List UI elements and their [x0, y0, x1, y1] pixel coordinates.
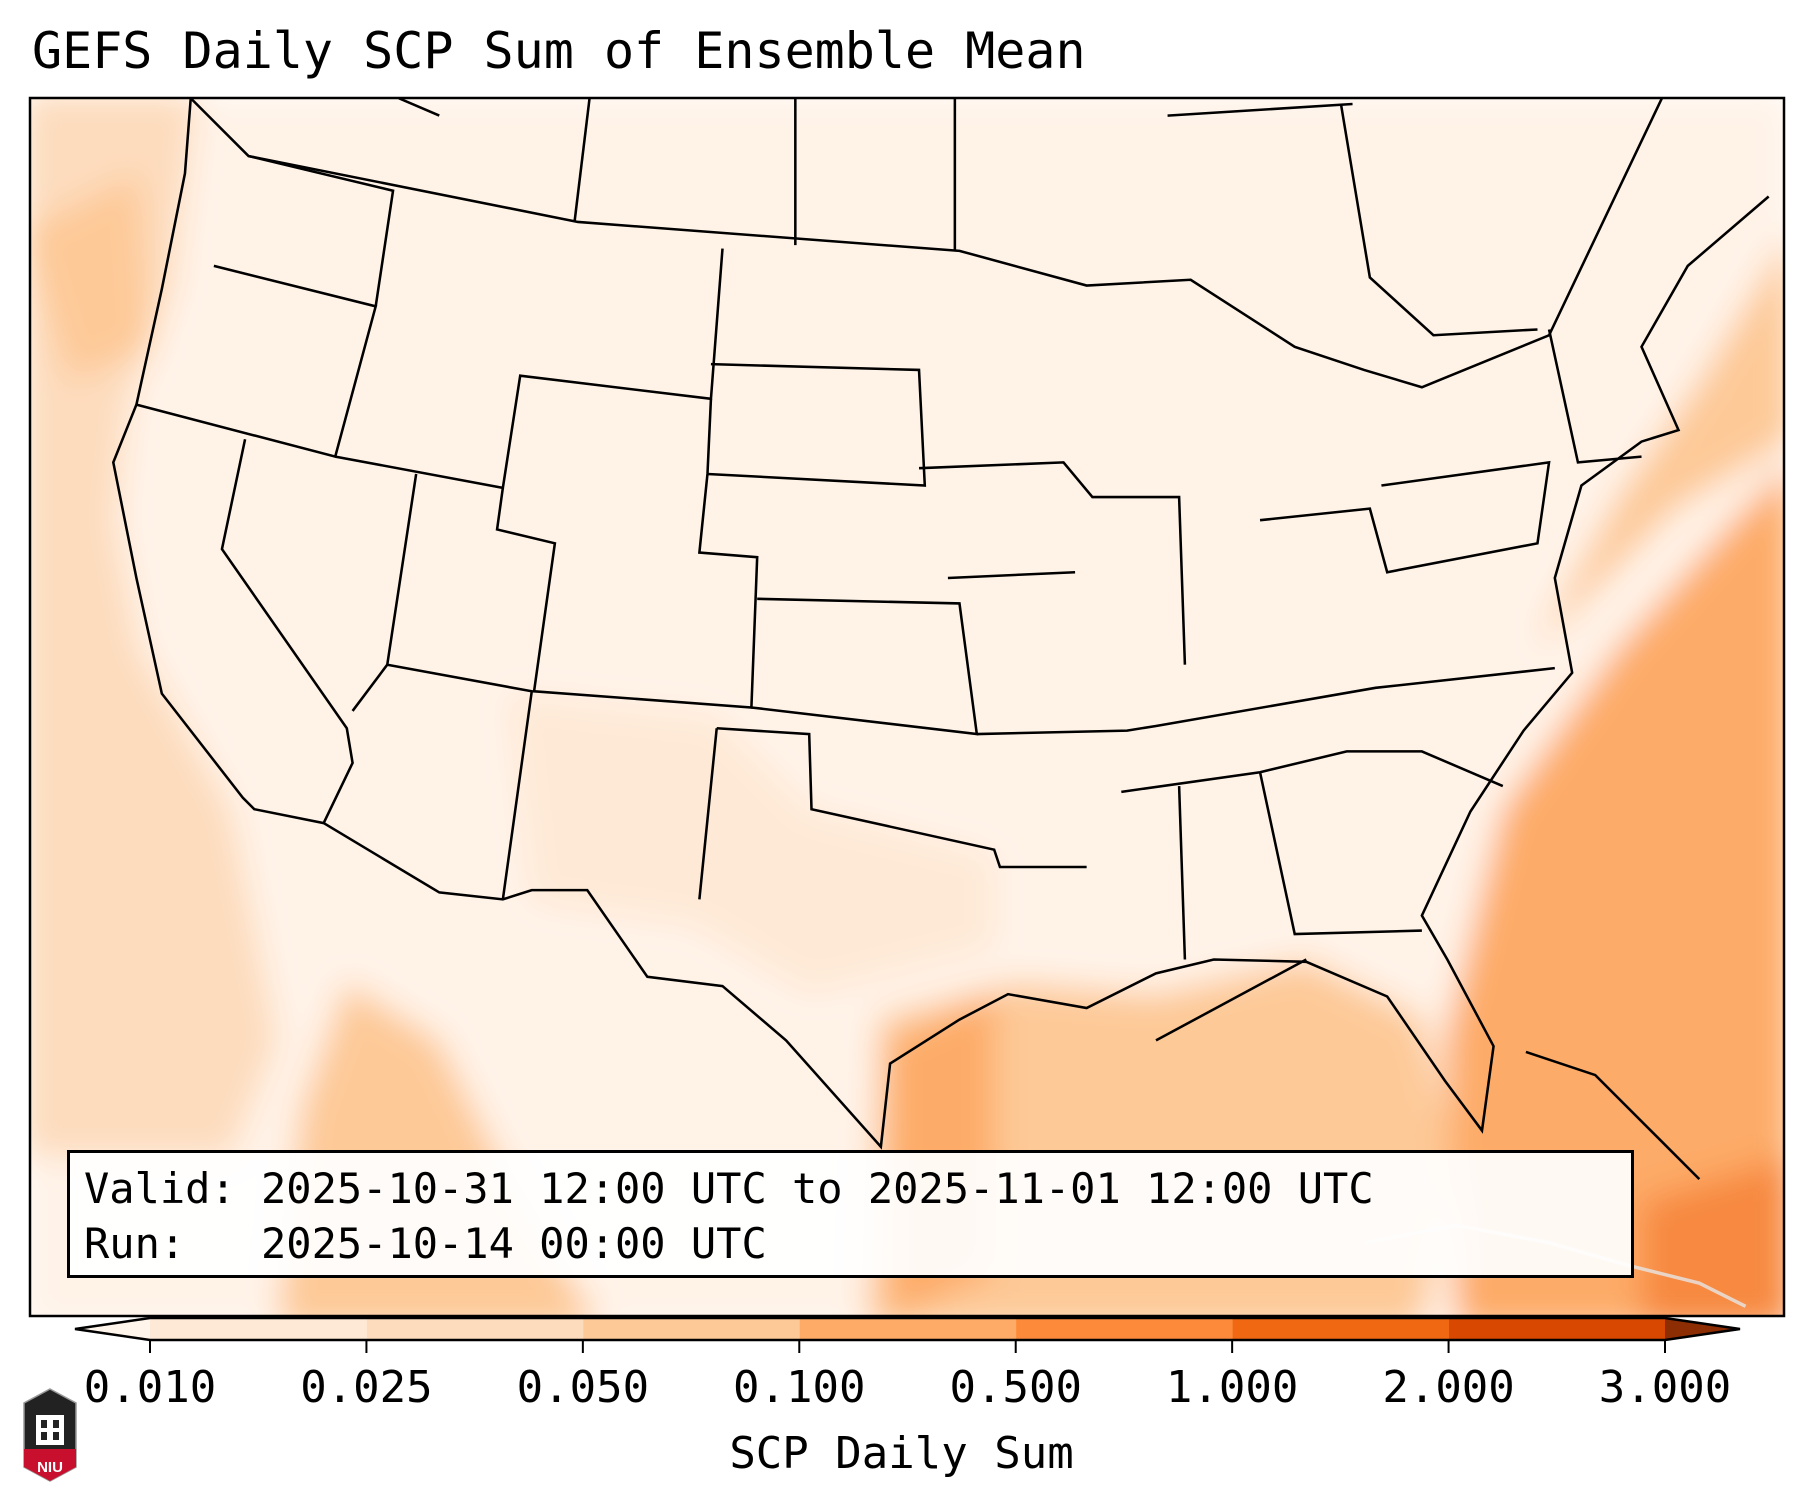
colorbar-over-extend: [1665, 1318, 1740, 1340]
colorbar-tick-label: 1.000: [1165, 1362, 1299, 1413]
valid-run-info-box: Valid: 2025-10-31 12:00 UTC to 2025-11-0…: [67, 1150, 1634, 1278]
colorbar-tick-label: 3.000: [1598, 1362, 1732, 1413]
colorbar-segment: [1015, 1318, 1233, 1340]
colorbar: [74, 1316, 1741, 1353]
run-value: 2025-10-14 00:00 UTC: [261, 1219, 767, 1268]
scp-shading: [30, 98, 1784, 1316]
colorbar-tick-label: 0.010: [83, 1362, 217, 1413]
map-frame: [28, 96, 1786, 1318]
colorbar-segment: [150, 1318, 367, 1340]
colorbar-segment: [582, 1318, 800, 1340]
map-title: GEFS Daily SCP Sum of Ensemble Mean: [32, 22, 1086, 80]
coastlines-and-borders: [111, 98, 1770, 1181]
colorbar-under-extend: [75, 1318, 150, 1340]
colorbar-segment: [1232, 1318, 1450, 1340]
valid-value: 2025-10-31 12:00 UTC to 2025-11-01 12:00…: [261, 1164, 1374, 1213]
colorbar-tick-label: 0.025: [300, 1362, 433, 1413]
colorbar-tick-label: 2.000: [1382, 1362, 1515, 1413]
map-panel: [30, 98, 1784, 1316]
colorbar-label: SCP Daily Sum: [729, 1428, 1074, 1479]
run-label: Run:: [84, 1219, 186, 1268]
niu-logo: NIU: [23, 1388, 77, 1482]
colorbar-tick-label: 0.100: [733, 1362, 866, 1413]
colorbar-segment: [799, 1318, 1017, 1340]
colorbar-segment: [1448, 1318, 1666, 1340]
colorbar-tick-label: 0.500: [949, 1362, 1082, 1413]
valid-label: Valid:: [84, 1164, 236, 1213]
colorbar-segment: [366, 1318, 584, 1340]
svg-text:NIU: NIU: [37, 1459, 63, 1476]
colorbar-tick-label: 0.050: [516, 1362, 650, 1413]
